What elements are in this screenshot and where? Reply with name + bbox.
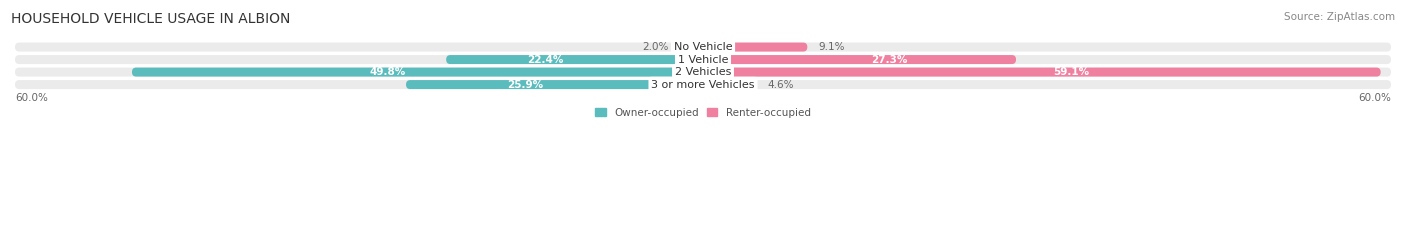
Bar bbox=[699, 43, 703, 51]
FancyBboxPatch shape bbox=[406, 80, 703, 89]
Bar bbox=[699, 55, 703, 64]
Text: 25.9%: 25.9% bbox=[508, 80, 543, 89]
Legend: Owner-occupied, Renter-occupied: Owner-occupied, Renter-occupied bbox=[591, 104, 815, 122]
FancyBboxPatch shape bbox=[15, 80, 1391, 89]
Bar bbox=[703, 68, 707, 77]
Text: 2 Vehicles: 2 Vehicles bbox=[675, 67, 731, 77]
Text: 4.6%: 4.6% bbox=[768, 80, 794, 89]
FancyBboxPatch shape bbox=[15, 43, 1391, 51]
Bar bbox=[703, 80, 707, 89]
Text: 3 or more Vehicles: 3 or more Vehicles bbox=[651, 80, 755, 89]
Text: 22.4%: 22.4% bbox=[527, 55, 564, 65]
FancyBboxPatch shape bbox=[703, 55, 1017, 64]
Text: 60.0%: 60.0% bbox=[1358, 93, 1391, 103]
FancyBboxPatch shape bbox=[15, 68, 1391, 77]
FancyBboxPatch shape bbox=[681, 43, 703, 51]
Text: 27.3%: 27.3% bbox=[870, 55, 907, 65]
FancyBboxPatch shape bbox=[703, 68, 1381, 77]
Bar bbox=[699, 68, 703, 77]
Bar bbox=[703, 55, 707, 64]
Bar bbox=[699, 80, 703, 89]
FancyBboxPatch shape bbox=[446, 55, 703, 64]
Text: 9.1%: 9.1% bbox=[818, 42, 845, 52]
FancyBboxPatch shape bbox=[15, 55, 1391, 64]
FancyBboxPatch shape bbox=[703, 43, 807, 51]
Text: 1 Vehicle: 1 Vehicle bbox=[678, 55, 728, 65]
FancyBboxPatch shape bbox=[132, 68, 703, 77]
Text: HOUSEHOLD VEHICLE USAGE IN ALBION: HOUSEHOLD VEHICLE USAGE IN ALBION bbox=[11, 12, 291, 26]
Text: 49.8%: 49.8% bbox=[370, 67, 406, 77]
Text: 59.1%: 59.1% bbox=[1053, 67, 1090, 77]
Text: No Vehicle: No Vehicle bbox=[673, 42, 733, 52]
Text: 60.0%: 60.0% bbox=[15, 93, 48, 103]
FancyBboxPatch shape bbox=[703, 80, 756, 89]
Text: 2.0%: 2.0% bbox=[643, 42, 669, 52]
Bar bbox=[703, 43, 707, 51]
Text: Source: ZipAtlas.com: Source: ZipAtlas.com bbox=[1284, 12, 1395, 22]
